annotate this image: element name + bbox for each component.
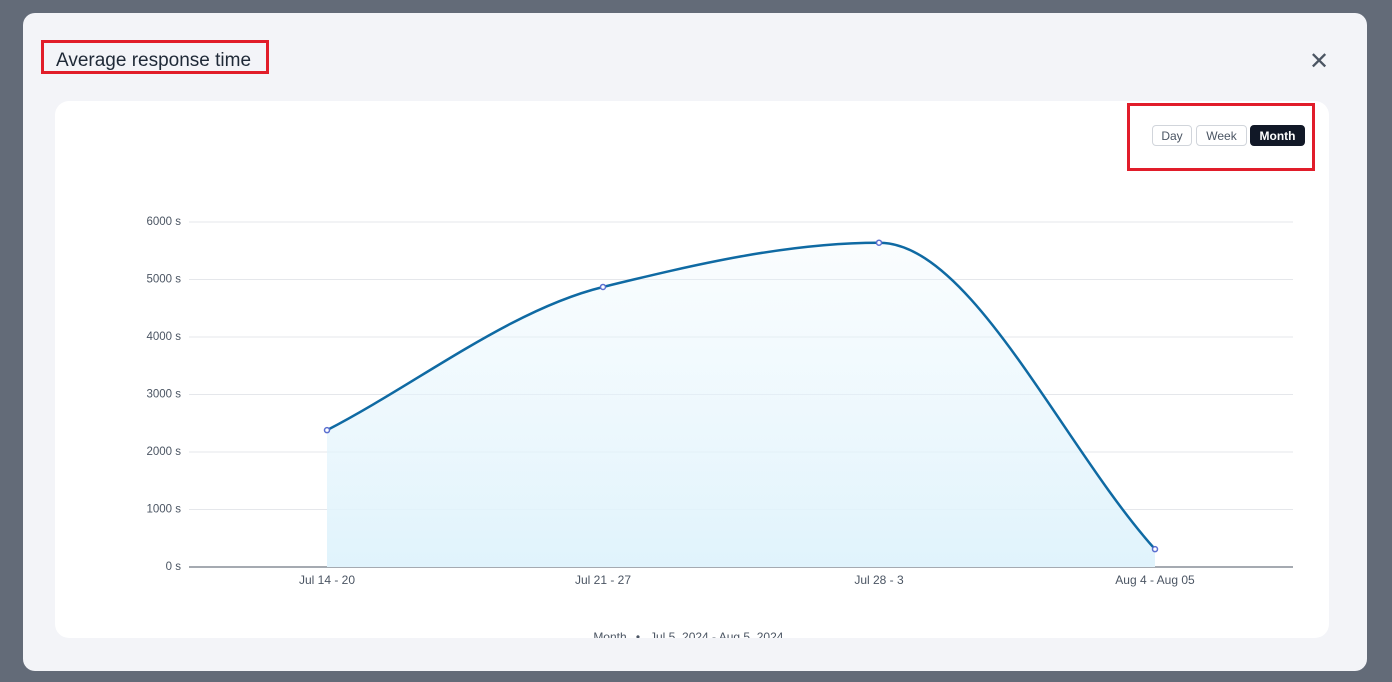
point bbox=[875, 239, 883, 246]
chart-card: 0 s 1000 s 2000 s 3000 s 4000 s 5000 s 6000 s J… bbox=[55, 101, 1329, 638]
point bbox=[323, 426, 331, 434]
day-button[interactable]: Day bbox=[1152, 125, 1192, 146]
y-tick-label: 5000 s bbox=[146, 274, 181, 286]
x-tick-label: Jul 21 - 27 bbox=[575, 573, 631, 587]
month-button[interactable]: Month bbox=[1250, 125, 1305, 146]
modal-title: Average response time bbox=[56, 50, 252, 71]
y-tick-label: 6000 s bbox=[146, 216, 181, 228]
x-tick-label: Jul 14 - 20 bbox=[299, 573, 355, 587]
footer-range: Jul 5, 2024 - Aug 5, 2024 bbox=[650, 630, 784, 638]
highlight bbox=[1127, 103, 1315, 171]
y-tick-label: 3000 s bbox=[146, 389, 181, 401]
chart: 0 s 1000 s 2000 s 3000 s 4000 s 5000 s 6000 s J… bbox=[146, 216, 1293, 638]
footer-period: Month bbox=[593, 630, 626, 638]
y-tick-label: 1000 s bbox=[146, 504, 181, 516]
week-button[interactable]: Week bbox=[1196, 125, 1247, 146]
footer-dot: • bbox=[636, 630, 640, 638]
y-tick-label: 2000 s bbox=[146, 446, 181, 458]
line bbox=[326, 241, 1156, 551]
point bbox=[599, 283, 607, 291]
modal: Average response time ✕ 0 s 1000 s 2000 s 3… bbox=[23, 13, 1367, 671]
x-tick-label: Aug 4 - Aug 05 bbox=[1115, 573, 1195, 587]
highlight bbox=[41, 40, 269, 74]
y-tick-label: 4000 s bbox=[146, 331, 181, 343]
area bbox=[327, 242, 1155, 567]
x-tick-label: Jul 28 - 3 bbox=[854, 573, 904, 587]
y-tick-label: 0 s bbox=[166, 561, 182, 573]
close-button[interactable]: ✕ bbox=[1309, 48, 1330, 75]
point bbox=[1151, 545, 1159, 553]
